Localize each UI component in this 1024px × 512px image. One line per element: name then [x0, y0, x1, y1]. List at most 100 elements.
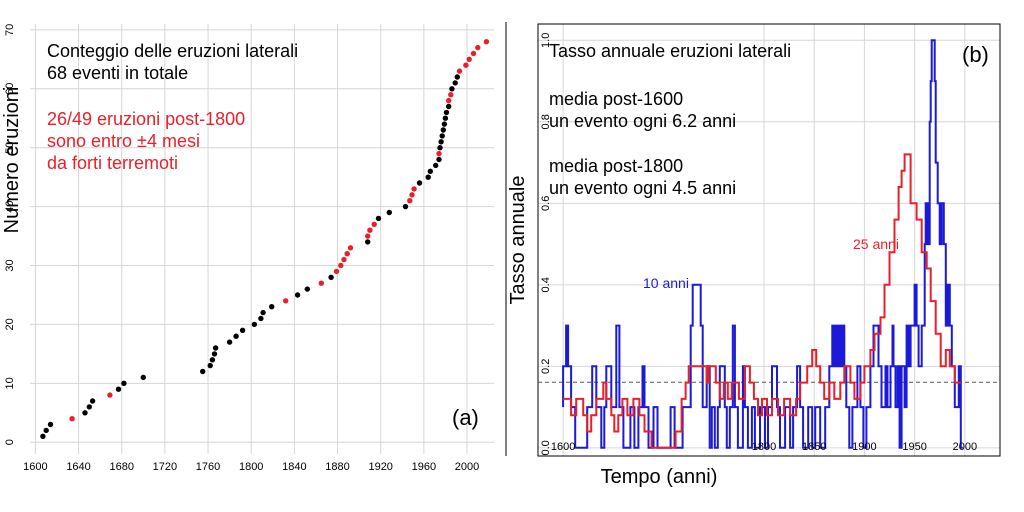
panel-b-ytick-label: 0.2: [540, 359, 552, 374]
panel-a-ytick-label: 40: [4, 200, 16, 212]
panel-a-ylabel: Numero eruzioni: [1, 87, 23, 234]
panel-b-ytick-label: 0.4: [540, 277, 552, 292]
eruption-point: [475, 44, 481, 51]
eruption-point: [448, 92, 454, 98]
eruption-point: [402, 203, 409, 210]
panel-a-xtick-label: 1920: [368, 461, 392, 473]
eruption-point: [446, 103, 452, 110]
eruption-point: [470, 50, 477, 57]
panel-a-ytick-label: 70: [4, 24, 16, 36]
series-label-25-anni: 25 anni: [853, 236, 899, 252]
panel-b-text-line-4: un evento ogni 6.2 anni: [549, 111, 736, 131]
eruption-point: [260, 309, 266, 316]
eruption-point: [466, 56, 472, 62]
eruption-point: [211, 351, 218, 357]
panel-a-xtick-label: 1840: [282, 461, 306, 473]
eruption-point: [367, 227, 373, 233]
eruption-point: [269, 304, 275, 310]
eruption-point: [207, 362, 213, 369]
panel-b-ylabel: Tasso annuale: [507, 176, 529, 305]
panel-a-xtick-label: 2000: [455, 461, 479, 473]
panel-b: 1600 1800 1850 1900 1950 2000 0.0 0.2 0.4 0.6 0.8 1…: [507, 23, 1001, 488]
panel-b-ytick-label: 1.0: [540, 33, 552, 48]
panel-b-xtick-label: 1800: [752, 441, 776, 453]
panel-a-xtick-label: 1880: [325, 461, 349, 473]
panel-b-xtick-label: 1900: [852, 441, 876, 453]
eruption-point: [283, 298, 289, 304]
panel-a-ytick-label: 60: [4, 83, 16, 95]
eruption-point: [452, 80, 458, 86]
eruption-point: [433, 162, 439, 169]
panel-b-xtick-label: 2000: [953, 441, 977, 453]
eruption-point: [304, 286, 310, 292]
eruption-point: [386, 209, 392, 216]
panel-b-text-line-3: media post-1600: [549, 89, 683, 109]
panel-a: 1600 1640 1680 1720 1760 1800 1840 1880 1920 1960…: [1, 22, 507, 473]
eruption-point: [89, 398, 96, 404]
eruption-point: [411, 186, 417, 192]
panel-a-ytick-label: 30: [4, 259, 16, 271]
rate-line-10-anni: [562, 39, 963, 449]
panel-b-text-line-1: Tasso annuale eruzioni laterali: [549, 41, 791, 61]
panel-b-xtick-label: 1950: [902, 441, 926, 453]
eruption-point: [341, 256, 347, 263]
panel-a-note-line-1: 26/49 eruzioni post-1800: [47, 109, 245, 129]
panel-a-label: (a): [452, 405, 479, 430]
eruption-point: [86, 404, 93, 410]
panel-a-xtick-label: 1720: [153, 461, 177, 473]
eruption-point: [47, 421, 54, 428]
panel-a-ytick-label: 10: [4, 377, 16, 389]
eruption-point: [409, 192, 415, 198]
panel-b-ytick-label: 0.8: [540, 114, 552, 129]
eruption-point: [212, 345, 219, 351]
eruption-point: [483, 39, 490, 45]
eruption-point: [251, 321, 258, 328]
eruption-point: [338, 262, 344, 269]
eruption-point: [443, 109, 450, 116]
eruption-point: [115, 386, 122, 392]
eruption-point: [344, 251, 350, 257]
panel-b-frame: [537, 23, 1001, 457]
panel-a-xtick-label: 1960: [412, 461, 436, 473]
eruption-point: [107, 392, 113, 398]
eruption-point: [436, 150, 442, 157]
eruption-point: [365, 233, 371, 239]
panel-b-ytick-label: 0.6: [540, 196, 552, 211]
eruption-point: [454, 74, 460, 80]
eruption-point: [200, 368, 206, 375]
rate-line-25-anni: [563, 153, 961, 449]
eruption-point: [440, 127, 446, 133]
eruption-point: [425, 174, 431, 180]
eruption-point: [233, 333, 239, 339]
eruption-point: [121, 380, 127, 386]
eruption-point: [427, 168, 433, 174]
panel-b-xlabel: Tempo (anni): [601, 466, 718, 488]
panel-a-xtick-label: 1800: [239, 461, 263, 473]
eruption-point: [463, 62, 469, 68]
panel-b-ytick-label: 0.0: [540, 440, 552, 455]
eruption-point: [43, 427, 49, 434]
eruption-point: [371, 221, 377, 227]
eruption-point: [294, 292, 301, 298]
eruption-point: [140, 374, 146, 381]
eruption-point: [438, 139, 444, 145]
eruption-point: [258, 315, 264, 322]
panel-b-xtick-label: 1850: [802, 441, 826, 453]
panel-b-xtick-label: 1600: [551, 441, 575, 453]
eruption-point: [82, 410, 88, 416]
eruption-point: [40, 433, 46, 439]
eruption-point: [446, 97, 452, 104]
eruption-point: [226, 339, 233, 345]
eruption-point: [441, 121, 448, 127]
eruption-point: [318, 280, 324, 286]
panel-a-title-line-2: 68 eventi in totale: [47, 63, 188, 83]
eruption-point: [375, 215, 382, 222]
eruption-point: [442, 115, 449, 121]
panel-a-ytick-label: 20: [4, 318, 16, 330]
eruption-point: [333, 268, 340, 275]
eruption-point: [456, 68, 463, 74]
eruption-point: [365, 239, 371, 245]
panel-a-note-line-2: sono entro ±4 mesi: [47, 131, 200, 151]
panel-a-ytick-label: 50: [4, 142, 16, 154]
